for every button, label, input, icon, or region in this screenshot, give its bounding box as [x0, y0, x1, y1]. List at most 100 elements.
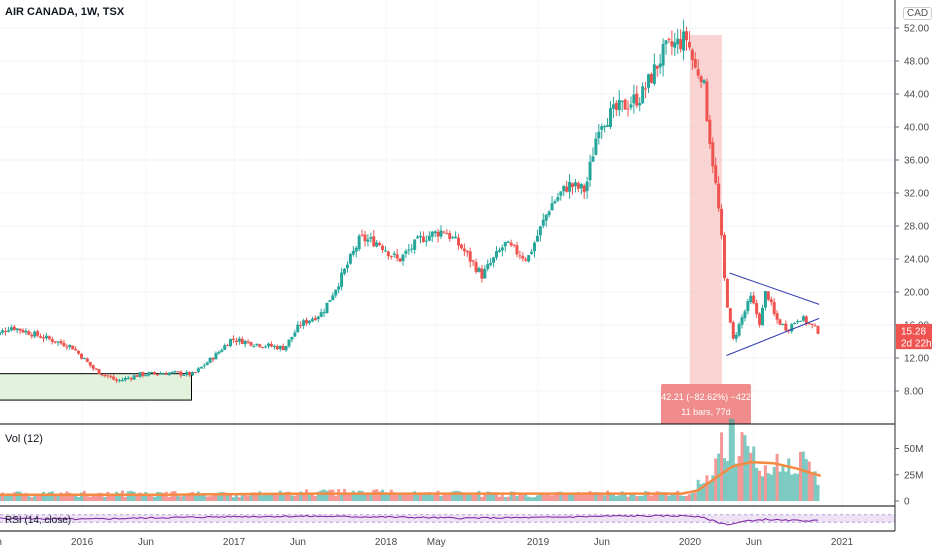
- candle[interactable]: [39, 336, 43, 338]
- volume-bar[interactable]: [322, 489, 326, 501]
- volume-bar[interactable]: [161, 492, 165, 501]
- volume-bar[interactable]: [606, 490, 610, 501]
- volume-bar[interactable]: [272, 493, 276, 501]
- volume-bar[interactable]: [579, 494, 583, 501]
- volume-bar[interactable]: [112, 494, 116, 501]
- volume-bar[interactable]: [775, 453, 779, 501]
- volume-bar[interactable]: [296, 494, 300, 501]
- candle[interactable]: [530, 251, 534, 254]
- candle[interactable]: [316, 316, 320, 320]
- candle[interactable]: [366, 239, 370, 242]
- candle[interactable]: [562, 185, 566, 192]
- candle[interactable]: [705, 81, 709, 122]
- candle[interactable]: [375, 242, 379, 247]
- volume-bar[interactable]: [293, 495, 297, 501]
- candle[interactable]: [220, 350, 224, 352]
- volume-panel[interactable]: [0, 418, 822, 501]
- volume-bar[interactable]: [731, 419, 735, 501]
- volume-bar[interactable]: [77, 496, 81, 501]
- volume-bar[interactable]: [147, 493, 151, 501]
- candle[interactable]: [281, 346, 285, 351]
- candle[interactable]: [18, 328, 22, 331]
- candle[interactable]: [325, 302, 329, 313]
- candle[interactable]: [687, 42, 691, 48]
- candle[interactable]: [708, 119, 712, 144]
- volume-bar[interactable]: [477, 490, 481, 501]
- volume-bar[interactable]: [781, 464, 785, 501]
- candle[interactable]: [147, 372, 151, 376]
- volume-bar[interactable]: [433, 492, 437, 501]
- candle[interactable]: [337, 286, 341, 290]
- candle[interactable]: [649, 73, 653, 83]
- candle[interactable]: [521, 256, 525, 259]
- volume-bar[interactable]: [576, 491, 580, 501]
- volume-bar[interactable]: [18, 491, 22, 501]
- candle[interactable]: [322, 312, 326, 314]
- volume-bar[interactable]: [462, 494, 466, 501]
- volume-bar[interactable]: [223, 492, 227, 501]
- candle[interactable]: [416, 236, 420, 239]
- candle[interactable]: [629, 104, 633, 108]
- volume-bar[interactable]: [623, 493, 627, 501]
- candle[interactable]: [638, 103, 642, 106]
- candle[interactable]: [287, 339, 291, 347]
- volume-bar[interactable]: [459, 491, 463, 501]
- volume-bar[interactable]: [199, 495, 203, 501]
- volume-bar[interactable]: [445, 493, 449, 501]
- volume-bar[interactable]: [208, 496, 212, 501]
- candle[interactable]: [21, 330, 25, 333]
- candle[interactable]: [255, 343, 259, 346]
- candle[interactable]: [188, 371, 192, 376]
- volume-bar[interactable]: [424, 492, 428, 501]
- candle[interactable]: [261, 347, 265, 349]
- candle[interactable]: [594, 138, 598, 155]
- volume-bar[interactable]: [594, 491, 598, 501]
- volume-bar[interactable]: [603, 495, 607, 501]
- candle[interactable]: [588, 161, 592, 181]
- volume-bar[interactable]: [544, 492, 548, 501]
- candle[interactable]: [696, 69, 700, 76]
- volume-bar[interactable]: [568, 493, 572, 501]
- candle[interactable]: [515, 245, 519, 255]
- candle[interactable]: [272, 346, 276, 348]
- volume-bar[interactable]: [807, 461, 811, 501]
- candle[interactable]: [65, 346, 69, 348]
- volume-bar[interactable]: [188, 492, 192, 501]
- candle[interactable]: [731, 322, 735, 339]
- volume-bar[interactable]: [480, 496, 484, 501]
- volume-bar[interactable]: [813, 471, 817, 501]
- candle[interactable]: [421, 236, 425, 242]
- candle[interactable]: [296, 324, 300, 333]
- volume-bar[interactable]: [471, 494, 475, 501]
- volume-bar[interactable]: [708, 481, 712, 501]
- volume-bar[interactable]: [448, 493, 452, 501]
- candle[interactable]: [237, 338, 241, 342]
- candle[interactable]: [796, 321, 800, 323]
- volume-bar[interactable]: [243, 492, 247, 501]
- candle[interactable]: [117, 380, 121, 382]
- candle[interactable]: [41, 337, 45, 339]
- volume-bar[interactable]: [705, 475, 709, 501]
- volume-bar[interactable]: [641, 495, 645, 501]
- volume-bar[interactable]: [711, 475, 715, 501]
- volume-bar[interactable]: [182, 493, 186, 501]
- candle[interactable]: [728, 308, 732, 323]
- volume-bar[interactable]: [547, 493, 551, 501]
- candle[interactable]: [541, 219, 545, 226]
- volume-bar[interactable]: [88, 496, 92, 501]
- volume-bar[interactable]: [79, 492, 83, 501]
- volume-bar[interactable]: [684, 495, 688, 501]
- volume-bar[interactable]: [541, 494, 545, 501]
- candle[interactable]: [407, 249, 411, 251]
- measure-box[interactable]: [660, 384, 751, 424]
- volume-bar[interactable]: [144, 491, 148, 501]
- candle[interactable]: [196, 368, 200, 372]
- candle[interactable]: [676, 38, 680, 45]
- candle[interactable]: [576, 182, 580, 189]
- candle[interactable]: [372, 236, 376, 247]
- candle[interactable]: [269, 343, 273, 347]
- candle[interactable]: [3, 330, 7, 332]
- candle[interactable]: [699, 76, 703, 82]
- volume-bar[interactable]: [746, 445, 750, 501]
- candle[interactable]: [585, 181, 589, 192]
